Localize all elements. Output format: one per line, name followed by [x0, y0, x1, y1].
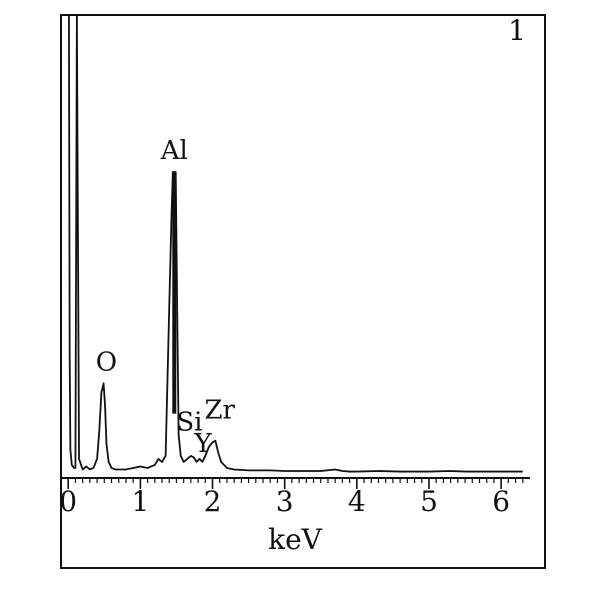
x-axis: 0 1 2 3 4 5 6	[59, 477, 530, 518]
x-tick-label: 6	[492, 485, 510, 518]
peak-label-y: Y	[194, 429, 213, 459]
x-tick-label: 0	[59, 485, 77, 518]
x-axis-title: keV	[268, 523, 323, 556]
peak-label-zr: Zr	[204, 396, 235, 426]
x-tick-label: 1	[131, 485, 149, 518]
x-tick-label: 5	[420, 485, 438, 518]
peak-label-o: O	[96, 347, 117, 377]
peak-label-si: Si	[176, 408, 202, 438]
peak-label-al: Al	[160, 136, 188, 166]
x-tick-label: 4	[348, 485, 366, 518]
spectrum-line-1	[68, 14, 523, 473]
panel-label: 1	[508, 14, 526, 47]
spectrum-plot-area	[68, 14, 523, 473]
frame-border	[60, 14, 546, 569]
x-tick-label: 3	[276, 485, 294, 518]
chart-frame	[60, 14, 546, 569]
x-tick-label: 2	[204, 485, 222, 518]
